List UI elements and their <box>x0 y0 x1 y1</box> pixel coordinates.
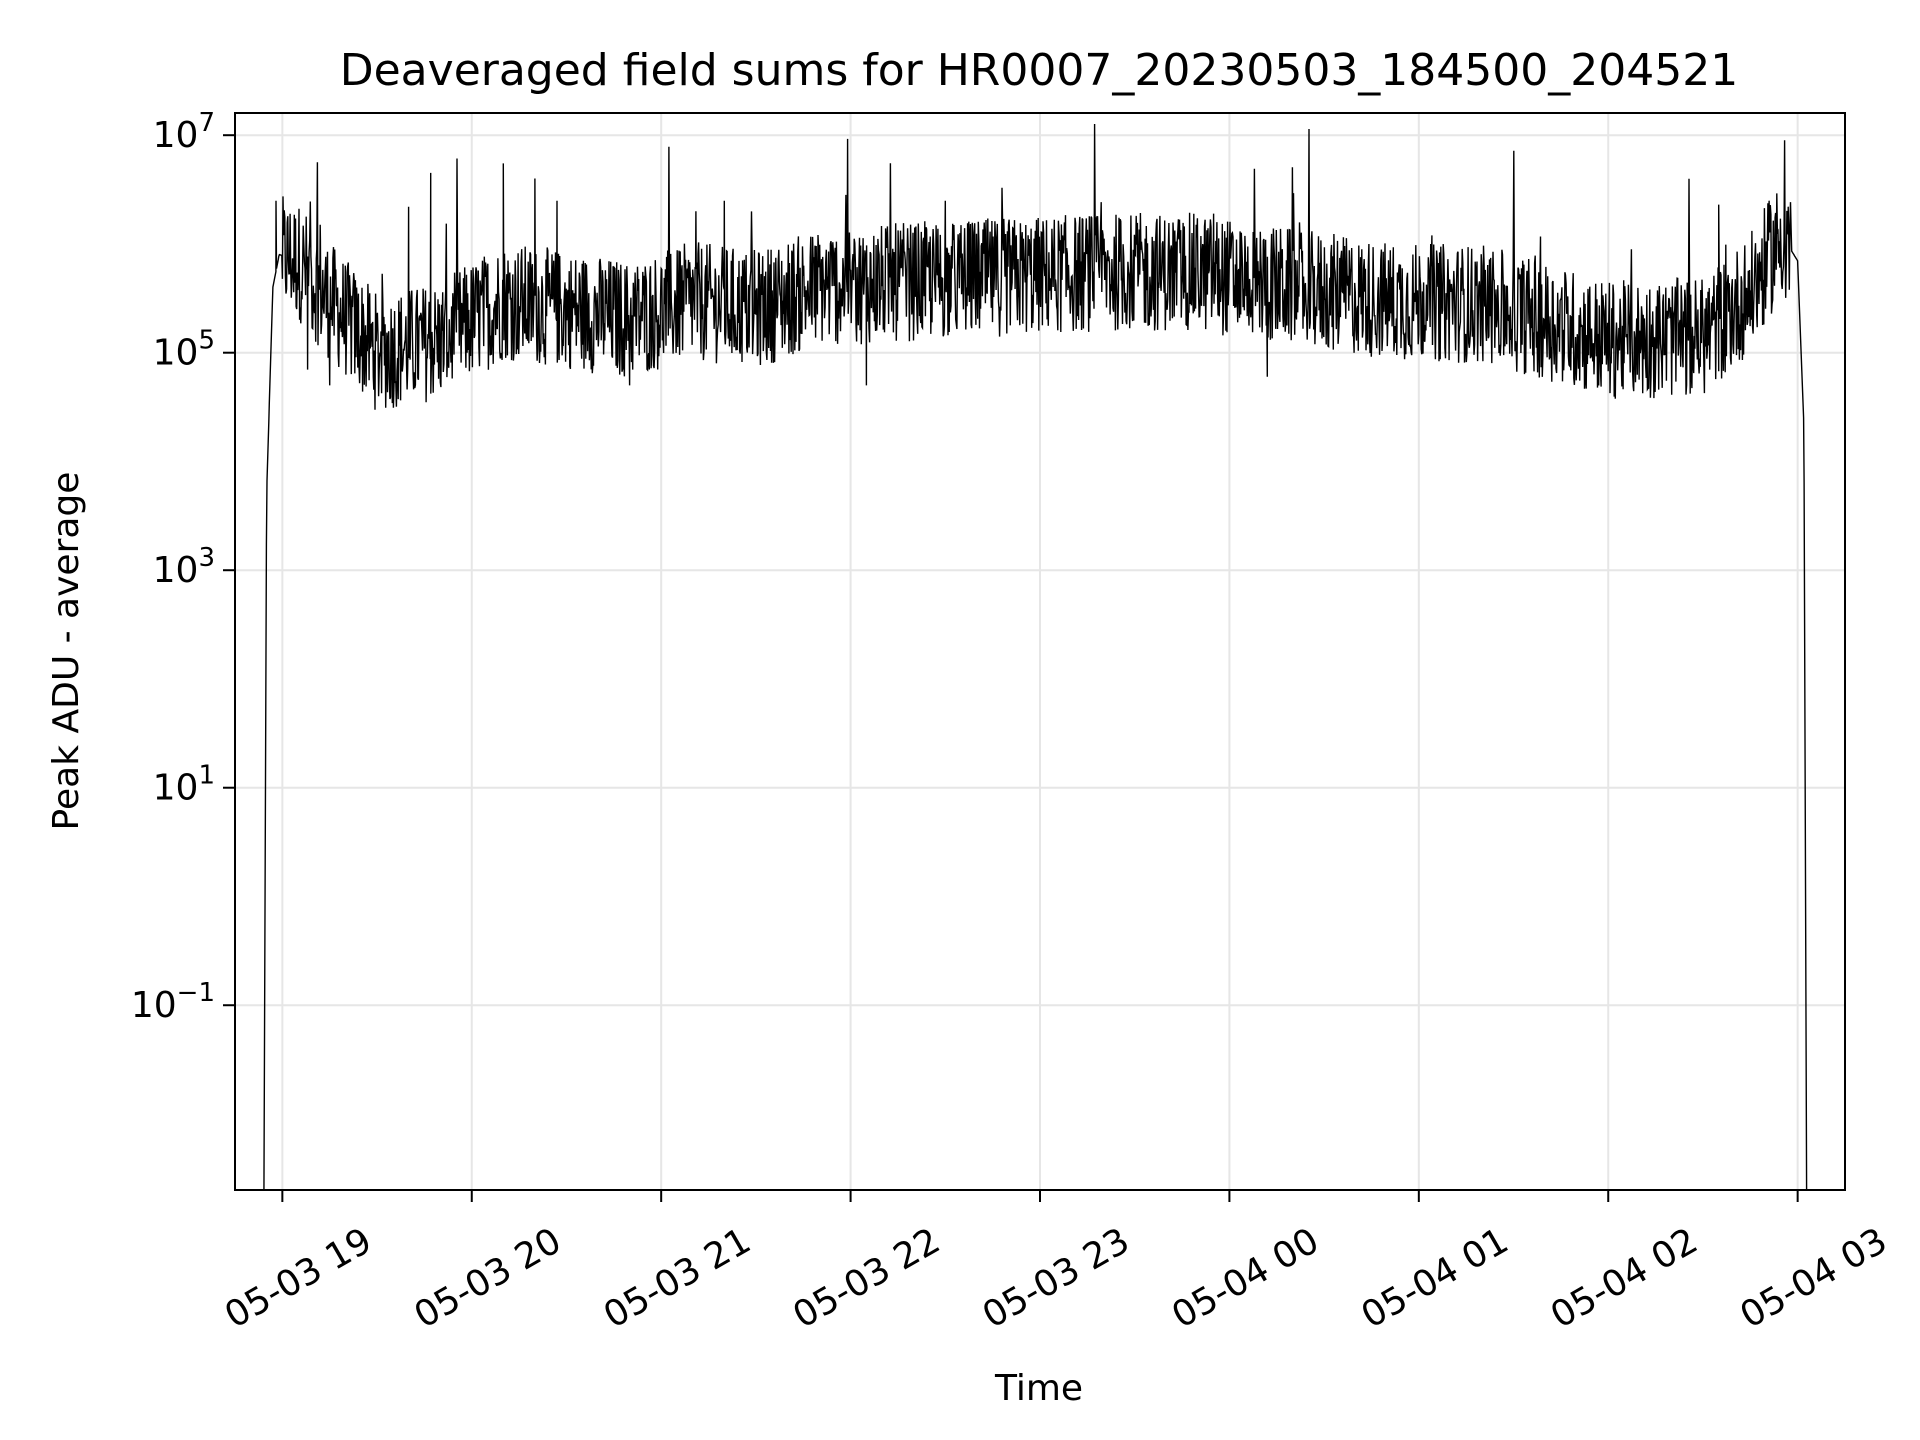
series-layer <box>263 123 1808 1190</box>
y-tick-label: 103 <box>153 543 215 591</box>
y-tick-label: 107 <box>153 108 215 156</box>
chart-title: Deaveraged field sums for HR0007_2023050… <box>340 45 1739 96</box>
y-tick-label: 10−1 <box>131 978 215 1026</box>
y-axis-label: Peak ADU - average <box>46 472 87 831</box>
y-tick-label: 101 <box>153 761 215 809</box>
x-axis-label: Time <box>994 1368 1083 1409</box>
y-axis: 10−1 101 103 105 107 <box>131 108 235 1026</box>
series-line <box>263 123 1808 1190</box>
y-tick-label: 105 <box>153 326 215 374</box>
